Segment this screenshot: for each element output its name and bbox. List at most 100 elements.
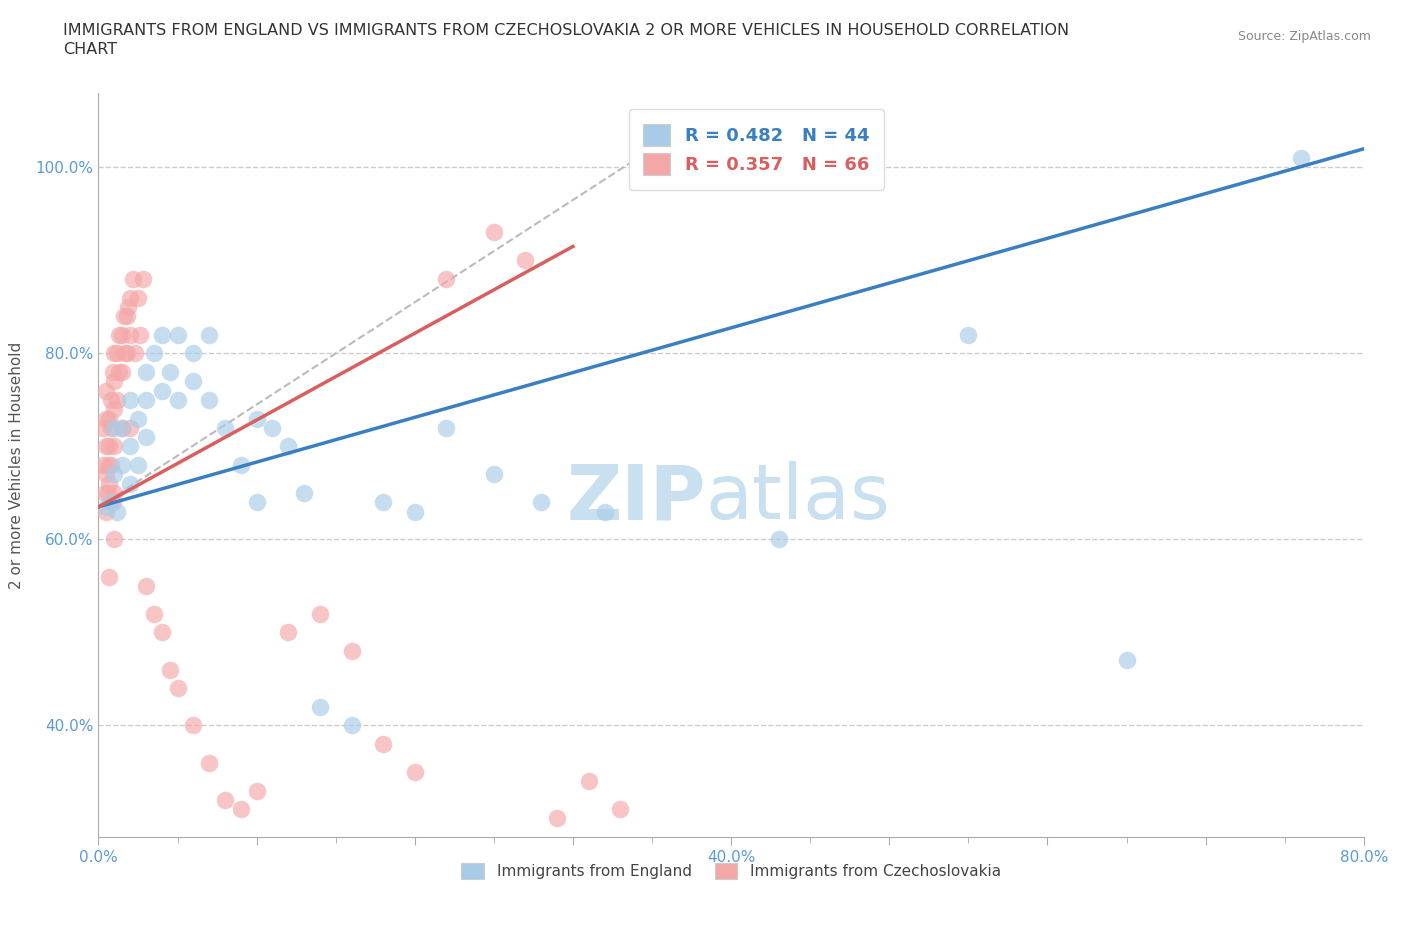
Point xyxy=(103,420,125,435)
Point xyxy=(183,346,205,361)
Point xyxy=(93,485,117,500)
Point xyxy=(120,420,141,435)
Point xyxy=(103,485,125,500)
Point xyxy=(262,420,284,435)
Point xyxy=(96,499,118,514)
Point xyxy=(117,299,139,314)
Point xyxy=(229,458,252,472)
Point xyxy=(309,606,332,621)
Point xyxy=(111,365,134,379)
Point xyxy=(100,495,122,510)
Point xyxy=(120,327,141,342)
Point xyxy=(96,411,118,426)
Point xyxy=(404,764,426,779)
Point xyxy=(128,327,150,342)
Point xyxy=(183,374,205,389)
Point xyxy=(98,476,121,491)
Point xyxy=(132,272,155,286)
Point xyxy=(96,467,118,482)
Point xyxy=(246,495,269,510)
Point xyxy=(404,504,426,519)
Text: CHART: CHART xyxy=(63,42,117,57)
Point xyxy=(103,346,125,361)
Point xyxy=(91,420,114,435)
Point xyxy=(98,411,121,426)
Point xyxy=(166,327,188,342)
Point xyxy=(142,606,165,621)
Text: atlas: atlas xyxy=(706,461,890,536)
Point xyxy=(103,374,125,389)
Point xyxy=(115,309,138,324)
Point xyxy=(371,737,394,751)
Text: ZIP: ZIP xyxy=(567,461,706,536)
Point xyxy=(120,392,141,407)
Point xyxy=(229,802,252,817)
Point xyxy=(107,346,129,361)
Point xyxy=(103,402,125,417)
Point xyxy=(98,439,121,454)
Point xyxy=(957,327,980,342)
Point xyxy=(183,718,205,733)
Point xyxy=(150,383,173,398)
Point xyxy=(1289,151,1312,166)
Point xyxy=(214,792,236,807)
Point xyxy=(166,392,188,407)
Point xyxy=(97,485,120,500)
Point xyxy=(593,504,616,519)
Point xyxy=(159,662,181,677)
Point xyxy=(159,365,181,379)
Point xyxy=(127,290,149,305)
Point xyxy=(115,346,138,361)
Point xyxy=(91,458,114,472)
Point xyxy=(97,458,120,472)
Point xyxy=(101,495,124,510)
Point xyxy=(578,774,600,789)
Point xyxy=(108,327,131,342)
Point xyxy=(98,569,121,584)
Point xyxy=(436,272,458,286)
Point xyxy=(150,625,173,640)
Point xyxy=(111,420,134,435)
Point xyxy=(198,392,221,407)
Legend: Immigrants from England, Immigrants from Czechoslovakia: Immigrants from England, Immigrants from… xyxy=(456,857,1007,885)
Point xyxy=(120,439,141,454)
Point xyxy=(108,365,131,379)
Point xyxy=(135,392,157,407)
Point xyxy=(122,272,145,286)
Y-axis label: 2 or more Vehicles in Household: 2 or more Vehicles in Household xyxy=(10,341,24,589)
Point xyxy=(340,718,363,733)
Point xyxy=(609,802,631,817)
Point xyxy=(100,458,122,472)
Point xyxy=(124,346,146,361)
Point xyxy=(103,467,125,482)
Point xyxy=(114,346,136,361)
Point xyxy=(100,392,122,407)
Point xyxy=(768,532,790,547)
Point xyxy=(340,644,363,658)
Point xyxy=(166,681,188,696)
Point xyxy=(103,532,125,547)
Point xyxy=(103,439,125,454)
Point xyxy=(482,467,505,482)
Point xyxy=(127,458,149,472)
Point xyxy=(292,485,315,500)
Point xyxy=(111,420,134,435)
Point xyxy=(198,755,221,770)
Point xyxy=(100,420,122,435)
Point xyxy=(277,625,299,640)
Point xyxy=(96,504,118,519)
Point xyxy=(135,365,157,379)
Text: Source: ZipAtlas.com: Source: ZipAtlas.com xyxy=(1237,30,1371,43)
Point xyxy=(371,495,394,510)
Text: IMMIGRANTS FROM ENGLAND VS IMMIGRANTS FROM CZECHOSLOVAKIA 2 OR MORE VEHICLES IN : IMMIGRANTS FROM ENGLAND VS IMMIGRANTS FR… xyxy=(63,23,1070,38)
Point xyxy=(150,327,173,342)
Point xyxy=(111,458,134,472)
Point xyxy=(142,346,165,361)
Point xyxy=(436,420,458,435)
Point xyxy=(111,327,134,342)
Point xyxy=(515,253,537,268)
Point xyxy=(1115,653,1137,668)
Point xyxy=(309,699,332,714)
Point xyxy=(135,578,157,593)
Point xyxy=(101,365,124,379)
